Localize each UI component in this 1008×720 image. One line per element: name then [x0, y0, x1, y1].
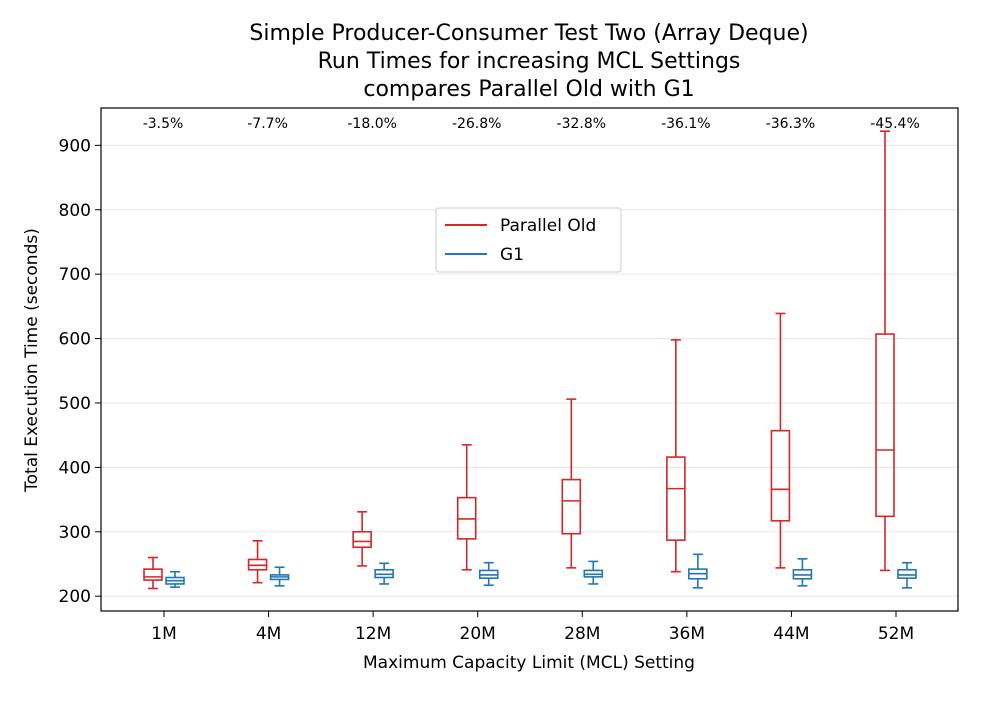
box-g1-1M	[165, 570, 185, 588]
legend-label-parallel-old: Parallel Old	[500, 216, 596, 236]
plot-frame	[100, 107, 959, 612]
chart-title-line-1: Simple Producer-Consumer Test Two (Array…	[249, 21, 808, 46]
box-parallel-old-52M	[875, 130, 895, 572]
box-g1-44M	[792, 558, 813, 587]
x-tick-label-44M: 44M	[773, 624, 809, 644]
y-tick-label-800: 800	[59, 201, 91, 221]
chart-title-line-2: Run Times for increasing MCL Settings	[318, 49, 741, 74]
annotation-36M: -36.1%	[661, 116, 711, 132]
box-parallel-old-44M	[770, 312, 791, 569]
x-axis-label: Maximum Capacity Limit (MCL) Setting	[363, 653, 695, 673]
box-g1-4M	[269, 566, 290, 587]
gridlines	[101, 144, 958, 597]
y-tick-label-700: 700	[59, 265, 91, 285]
x-tick-label-36M: 36M	[669, 624, 705, 644]
y-axis: 200 300 400 500 600 700 800 900	[59, 136, 101, 607]
annotation-52M: -45.4%	[870, 116, 920, 132]
box-g1-12M	[374, 562, 394, 585]
box-parallel-old-4M	[247, 539, 268, 584]
annotation-12M: -18.0%	[347, 116, 397, 132]
x-tick-label-28M: 28M	[564, 624, 600, 644]
percent-annotations: -3.5% -7.7% -18.0% -26.8% -32.8% -36.1% -36.3%…	[143, 116, 920, 132]
legend: Parallel Old G1	[435, 207, 622, 273]
x-axis: 1M 4M 12M 20M 28M 36M 44M 52M	[151, 611, 914, 644]
y-tick-label-600: 600	[59, 330, 91, 350]
y-tick-label-900: 900	[59, 136, 91, 156]
box-iqr	[770, 429, 791, 522]
annotation-1M: -3.5%	[143, 116, 184, 132]
x-tick-label-12M: 12M	[355, 624, 391, 644]
box-g1-36M	[688, 553, 708, 589]
box-parallel-old-1M	[143, 556, 163, 590]
y-tick-label-400: 400	[59, 458, 91, 478]
x-tick-label-52M: 52M	[878, 624, 914, 644]
y-tick-label-300: 300	[59, 523, 91, 543]
box-iqr	[897, 568, 917, 579]
box-iqr	[561, 478, 582, 535]
annotation-44M: -36.3%	[766, 116, 816, 132]
box-parallel-old-12M	[352, 511, 372, 567]
y-tick-label-200: 200	[59, 587, 91, 607]
annotation-20M: -26.8%	[452, 116, 502, 132]
x-tick-label-4M: 4M	[256, 624, 281, 644]
box-parallel-old-36M	[666, 339, 686, 573]
box-iqr	[143, 568, 163, 581]
box-parallel-old-28M	[561, 398, 582, 569]
box-iqr	[352, 530, 372, 549]
box-g1-52M	[897, 561, 917, 589]
legend-label-g1: G1	[500, 245, 524, 265]
box-iqr	[875, 333, 895, 518]
box-g1-28M	[583, 560, 604, 585]
x-tick-label-1M: 1M	[151, 624, 176, 644]
plot-area	[143, 130, 917, 590]
y-tick-label-500: 500	[59, 394, 91, 414]
box-g1-20M	[478, 561, 499, 587]
annotation-28M: -32.8%	[557, 116, 607, 132]
x-tick-label-20M: 20M	[460, 624, 496, 644]
y-axis-label: Total Execution Time (seconds)	[22, 228, 42, 493]
box-parallel-old-20M	[456, 444, 477, 571]
box-iqr	[666, 456, 686, 541]
annotation-4M: -7.7%	[247, 116, 288, 132]
chart-title-line-3: compares Parallel Old with G1	[363, 77, 694, 102]
